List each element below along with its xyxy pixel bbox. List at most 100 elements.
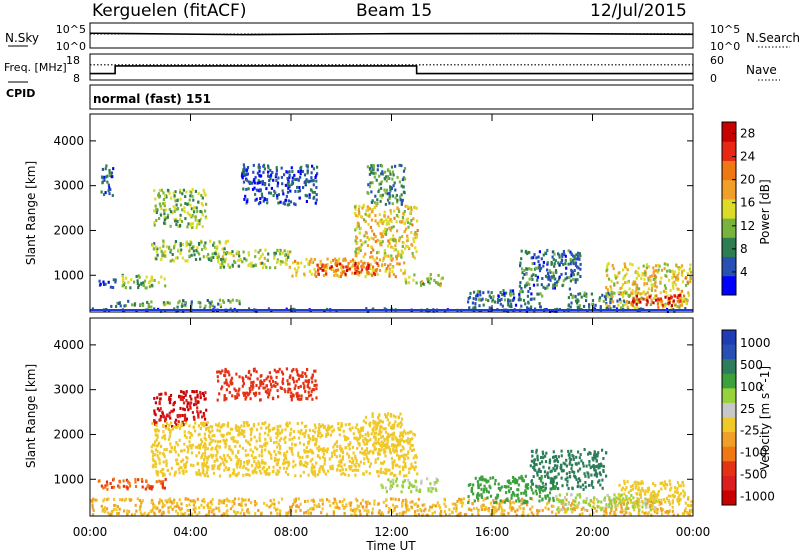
range-cell [102,486,105,490]
range-cell [393,423,396,427]
range-cell [364,415,368,419]
range-cell [153,419,156,423]
range-cell [207,513,210,517]
range-cell [664,295,667,299]
range-cell [594,454,597,458]
range-cell [141,499,144,503]
range-cell [233,497,237,501]
range-cell [384,175,387,179]
range-cell [227,431,230,435]
range-cell [582,487,585,491]
range-cell [360,426,363,430]
range-cell [361,262,364,266]
range-cell [426,309,430,313]
range-cell [161,482,164,486]
range-cell [620,286,623,289]
range-cell [183,442,186,446]
range-cell [267,433,270,437]
range-cell [326,427,329,431]
range-cell [237,428,240,432]
range-cell [322,425,325,429]
range-cell [205,471,208,475]
range-cell [388,447,391,451]
range-cell [361,428,364,432]
range-cell [245,173,248,177]
nsky-series [89,32,694,36]
range-cell [287,199,290,203]
range-cell [163,448,166,452]
range-cell [222,299,225,303]
range-cell [532,283,536,287]
range-cell [158,498,162,502]
range-cell [380,419,383,423]
range-cell [243,460,246,464]
range-cell [220,257,223,261]
range-cell [520,249,523,253]
range-cell [118,507,121,511]
range-cell [546,472,549,476]
range-cell [435,504,438,508]
range-cell [631,282,634,286]
range-cell [556,464,559,468]
range-cell [368,451,371,455]
range-cell [128,484,132,488]
range-cell [228,251,231,255]
range-cell [341,451,345,454]
range-cell [617,303,620,307]
range-cell [428,276,431,280]
range-cell [458,497,461,501]
range-cell [266,391,269,395]
range-cell [526,294,529,298]
range-cell [190,512,193,516]
range-cell [522,491,525,495]
range-cell [107,280,110,284]
freq-panel-frame [89,53,694,81]
range-cell [307,473,310,477]
range-cell [585,464,588,468]
range-cell [377,457,380,461]
range-cell [155,438,158,442]
range-cell [365,470,368,474]
colorbar-swatch [722,198,736,219]
range-cell [404,247,407,251]
range-cell [125,276,128,280]
range-cell [273,256,276,260]
range-cell [390,226,393,230]
range-cell [540,283,543,287]
range-cell [399,431,402,435]
range-cell [201,213,204,217]
range-cell [158,509,161,513]
range-cell [196,393,199,397]
range-cell [259,374,262,378]
range-cell [275,166,278,170]
range-cell [109,285,112,289]
range-cell [259,261,262,265]
range-cell [261,261,264,265]
range-cell [686,299,689,303]
range-cell [177,248,180,252]
range-cell [401,245,404,248]
range-cell [279,447,282,451]
range-cell [347,422,350,426]
range-cell [262,465,265,469]
range-cell [329,465,332,469]
range-cell [227,263,230,267]
range-cell [383,460,386,464]
range-cell [355,436,358,440]
range-cell [569,279,572,283]
range-cell [390,456,393,460]
range-cell [244,449,247,453]
range-cell [162,244,165,248]
range-cell [403,429,406,433]
range-cell [285,460,288,464]
range-cell [591,299,595,302]
range-cell [375,178,378,182]
range-cell [237,462,240,466]
range-cell [437,273,440,277]
range-cell [134,503,137,507]
range-cell [423,509,426,513]
range-cell [367,264,370,268]
range-cell [404,177,407,181]
range-cell [168,423,171,427]
range-cell [401,465,405,469]
